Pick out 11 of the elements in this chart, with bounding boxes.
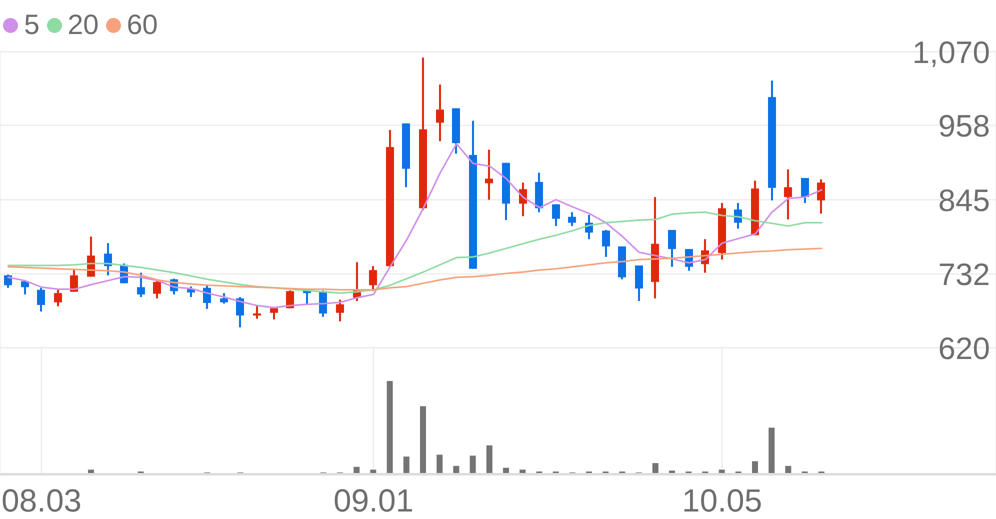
legend-label: 20: [68, 9, 99, 40]
y-tick-label: 958: [938, 108, 990, 144]
y-tick-label: 845: [938, 182, 990, 218]
y-tick-label: 732: [938, 257, 990, 292]
x-tick-label: 08.03: [1, 482, 82, 518]
legend-label: 60: [126, 9, 158, 40]
y-tick-label: 620: [938, 330, 990, 366]
x-tick-label: 09.01: [333, 482, 414, 518]
legend-label: 5: [24, 9, 40, 40]
x-tick-label: 10.05: [682, 482, 762, 518]
y-tick-label: 1,070: [912, 34, 990, 70]
